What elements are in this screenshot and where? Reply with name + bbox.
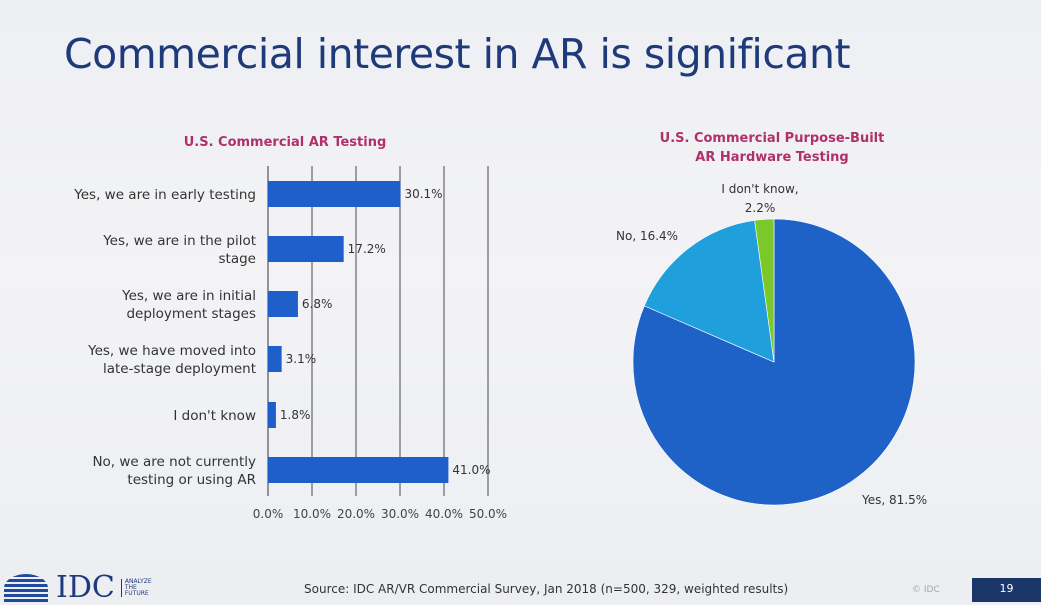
bar bbox=[268, 236, 344, 262]
x-tick-label: 20.0% bbox=[337, 507, 375, 521]
slide-title: Commercial interest in AR is significant bbox=[64, 30, 851, 78]
x-tick-label: 0.0% bbox=[253, 507, 284, 521]
pie-label: I don't know, bbox=[721, 182, 798, 196]
pie-slice bbox=[632, 218, 916, 506]
category-label: deployment stages bbox=[126, 306, 256, 322]
category-label: Yes, we are in the pilot bbox=[102, 233, 256, 249]
bar bbox=[268, 291, 298, 317]
pie-label: No, 16.4% bbox=[616, 229, 678, 243]
pie-label: 2.2% bbox=[745, 201, 776, 215]
pie-slice bbox=[754, 218, 775, 363]
copyright: © IDC bbox=[912, 585, 940, 595]
footer: IDC ANALYZE THE FUTURE Source: IDC AR/VR… bbox=[0, 570, 1041, 605]
x-tick-label: 50.0% bbox=[469, 507, 507, 521]
category-label: I don't know bbox=[173, 408, 256, 424]
logo-tagline-line: ANALYZE bbox=[124, 578, 152, 585]
bar-value-label: 6.8% bbox=[302, 297, 333, 311]
page-number: 19 bbox=[972, 578, 1041, 602]
x-tick-label: 30.0% bbox=[381, 507, 419, 521]
bar-value-label: 17.2% bbox=[348, 242, 386, 256]
bar-value-label: 30.1% bbox=[404, 187, 442, 201]
logo-tagline: ANALYZE THE FUTURE bbox=[120, 578, 152, 597]
category-label: No, we are not currently bbox=[92, 454, 256, 470]
logo-tagline-line: THE bbox=[124, 584, 137, 591]
category-label: testing or using AR bbox=[127, 472, 256, 488]
x-tick-label: 10.0% bbox=[293, 507, 331, 521]
bar bbox=[268, 181, 401, 207]
category-label: Yes, we have moved into bbox=[87, 343, 256, 359]
globe-icon bbox=[4, 574, 48, 602]
logo-tagline-line: FUTURE bbox=[124, 590, 149, 597]
bar bbox=[268, 346, 282, 372]
source-note: Source: IDC AR/VR Commercial Survey, Jan… bbox=[304, 582, 789, 596]
pie-chart-title: U.S. Commercial Purpose-Built bbox=[660, 131, 885, 146]
category-label: Yes, we are in initial bbox=[121, 288, 256, 304]
bar-value-label: 3.1% bbox=[286, 352, 317, 366]
logo-text: IDC bbox=[56, 570, 115, 605]
bar-chart-title: U.S. Commercial AR Testing bbox=[184, 135, 387, 150]
pie-slice bbox=[643, 220, 775, 363]
idc-logo: IDC ANALYZE THE FUTURE bbox=[4, 570, 152, 605]
category-label: stage bbox=[219, 251, 256, 267]
pie-label: Yes, 81.5% bbox=[861, 493, 927, 507]
category-label: late-stage deployment bbox=[103, 361, 256, 377]
bar bbox=[268, 457, 449, 483]
category-label: Yes, we are in early testing bbox=[73, 187, 256, 203]
bar-value-label: 41.0% bbox=[452, 463, 490, 477]
x-tick-label: 40.0% bbox=[425, 507, 463, 521]
bar bbox=[268, 402, 276, 428]
bar-value-label: 1.8% bbox=[280, 408, 311, 422]
charts-canvas: U.S. Commercial AR Testing 0.0% 10.0% 20.0%… bbox=[73, 131, 927, 521]
pie-chart-title: AR Hardware Testing bbox=[695, 150, 848, 165]
